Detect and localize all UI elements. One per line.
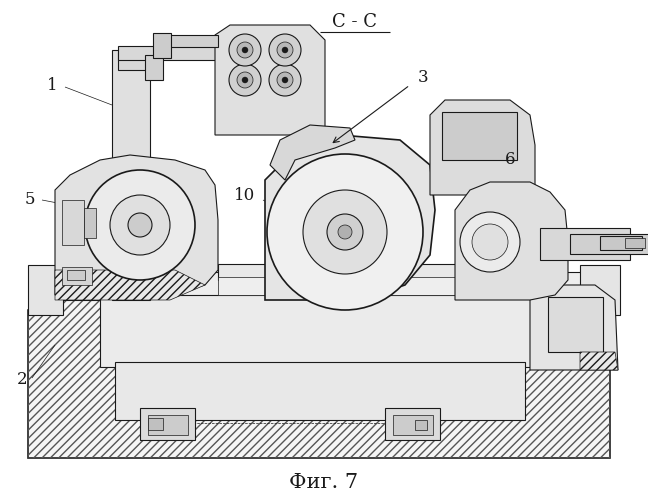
- Circle shape: [128, 213, 152, 237]
- Circle shape: [303, 190, 387, 274]
- Bar: [548, 297, 603, 352]
- Circle shape: [237, 72, 253, 88]
- Bar: [442, 112, 517, 160]
- Bar: [570, 234, 648, 254]
- Circle shape: [460, 212, 520, 272]
- Polygon shape: [265, 135, 435, 300]
- Bar: [580, 265, 620, 315]
- Bar: [218, 277, 538, 295]
- Bar: [153, 33, 171, 58]
- Text: 10: 10: [235, 186, 255, 204]
- Circle shape: [282, 47, 288, 53]
- Polygon shape: [215, 25, 325, 135]
- Polygon shape: [455, 182, 568, 300]
- Bar: [62, 200, 84, 245]
- Text: 2: 2: [17, 372, 27, 388]
- Bar: [163, 35, 218, 47]
- Circle shape: [338, 225, 352, 239]
- Bar: [393, 415, 433, 435]
- Circle shape: [229, 64, 261, 96]
- Bar: [118, 52, 146, 70]
- Circle shape: [110, 195, 170, 255]
- Bar: [140, 408, 195, 440]
- Bar: [28, 265, 63, 315]
- Polygon shape: [530, 285, 618, 370]
- Bar: [115, 362, 525, 420]
- Bar: [67, 270, 85, 280]
- Text: С - С: С - С: [332, 13, 378, 31]
- Polygon shape: [270, 125, 355, 180]
- Circle shape: [277, 42, 293, 58]
- Bar: [84, 208, 96, 238]
- Polygon shape: [55, 270, 205, 300]
- Text: Фиг. 7: Фиг. 7: [290, 472, 358, 492]
- Text: 3: 3: [418, 70, 428, 86]
- Polygon shape: [55, 155, 218, 295]
- Bar: [55, 272, 615, 300]
- Circle shape: [242, 47, 248, 53]
- Circle shape: [277, 72, 293, 88]
- Bar: [112, 50, 150, 300]
- Bar: [415, 420, 427, 430]
- Circle shape: [229, 34, 261, 66]
- Bar: [600, 236, 642, 250]
- Bar: [118, 46, 273, 60]
- Bar: [148, 418, 163, 430]
- Bar: [145, 55, 163, 80]
- Text: 6: 6: [505, 152, 515, 168]
- Bar: [540, 228, 630, 260]
- Circle shape: [242, 77, 248, 83]
- Polygon shape: [430, 100, 535, 195]
- Bar: [625, 238, 645, 248]
- Polygon shape: [28, 290, 610, 458]
- Bar: [148, 415, 188, 435]
- Circle shape: [267, 154, 423, 310]
- Circle shape: [327, 214, 363, 250]
- Bar: [62, 267, 92, 285]
- Text: 5: 5: [25, 192, 35, 208]
- Circle shape: [269, 64, 301, 96]
- Circle shape: [237, 42, 253, 58]
- Circle shape: [269, 34, 301, 66]
- Circle shape: [282, 77, 288, 83]
- Bar: [385, 408, 440, 440]
- Text: 1: 1: [47, 76, 57, 94]
- Bar: [100, 295, 540, 367]
- Polygon shape: [580, 352, 618, 370]
- Bar: [218, 264, 538, 280]
- Circle shape: [85, 170, 195, 280]
- Circle shape: [472, 224, 508, 260]
